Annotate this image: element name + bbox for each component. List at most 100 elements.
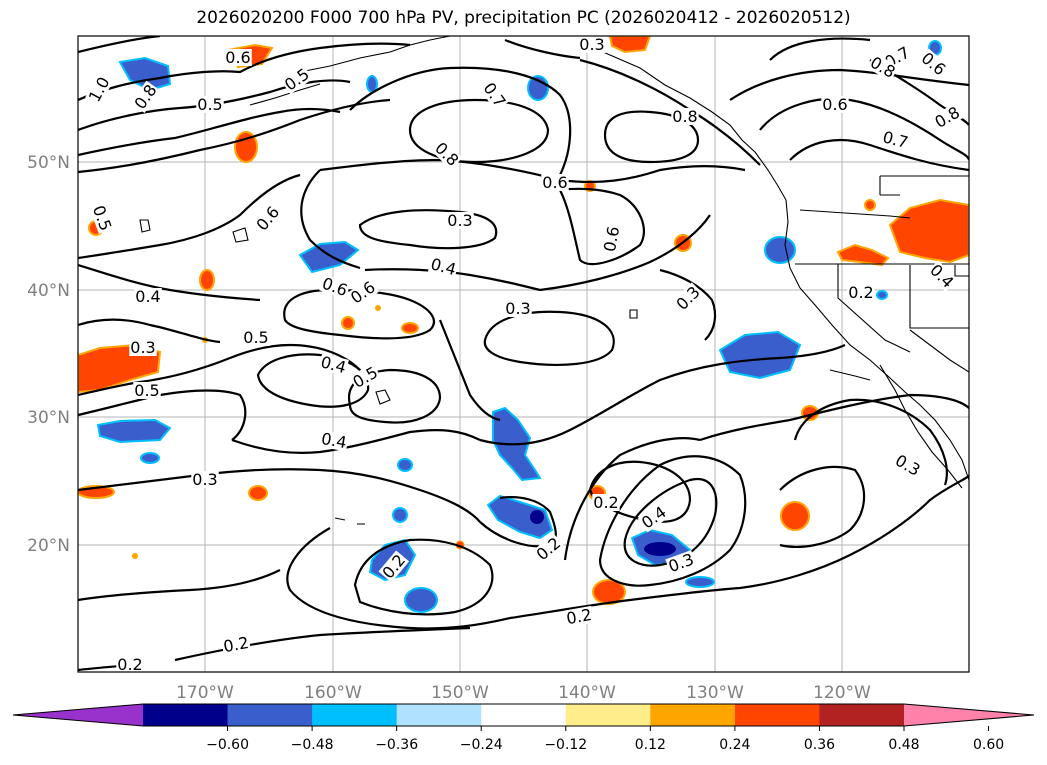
longitude-label: 130°W <box>686 683 744 703</box>
contour-label-mask <box>672 282 704 314</box>
precip-negative-area <box>685 576 715 588</box>
contour-label: 0.6 <box>542 173 567 192</box>
contour-label: 0.2 <box>848 283 873 302</box>
precip-negative-area <box>404 587 438 613</box>
precip-negative-area <box>96 418 172 444</box>
contour-label: 0.3 <box>579 35 604 54</box>
colorbar-tick-label: 0.48 <box>888 737 919 753</box>
contour-label: 0.8 <box>672 107 697 126</box>
contour-label: 0.4 <box>429 254 459 279</box>
colorbar-segment <box>819 704 905 726</box>
contour-label-mask <box>317 352 349 377</box>
contour-label: 0.5 <box>349 363 381 392</box>
colorbar-tick-label: 0.12 <box>635 737 666 753</box>
colorbar-tick-label: −0.48 <box>291 737 334 753</box>
contour-label-mask <box>427 254 459 279</box>
contour-label-mask <box>191 471 219 488</box>
colorbar-tick-label: 0.60 <box>973 737 1004 753</box>
contour-label-mask <box>637 502 670 533</box>
precip-positive-area <box>608 36 652 54</box>
contour-label-mask <box>600 224 623 255</box>
precip-shading <box>78 36 969 613</box>
contour-label-mask <box>592 494 620 511</box>
colorbar-segment <box>481 704 567 726</box>
colorbar-segment <box>565 704 651 726</box>
contour-label-mask <box>671 108 699 125</box>
contour-label: 0.4 <box>926 260 957 291</box>
latitude-labels: 50°N 40°N 30°N 20°N <box>27 153 70 556</box>
precip-positive-area <box>341 316 355 330</box>
contour-labels: 1.0 0.8 0.6 0.5 0.5 0.3 0.7 0.8 0.8 0.6 … <box>85 35 964 674</box>
contour-label-mask <box>319 274 351 300</box>
contour-label-mask <box>917 48 950 80</box>
contour-label-mask <box>578 36 606 53</box>
precip-negative-area-core <box>644 542 676 556</box>
contour-label: 0.5 <box>134 381 159 400</box>
precip-positive-area <box>78 343 162 394</box>
precip-positive-area <box>780 501 810 531</box>
contour-label: 0.7 <box>881 127 911 152</box>
contour-label-mask <box>129 339 157 356</box>
contour-label-mask <box>541 174 569 191</box>
latitude-label: 20°N <box>27 536 70 556</box>
pv-contours <box>78 36 969 672</box>
contour-label-mask <box>446 212 474 229</box>
precip-negative-area <box>876 290 888 300</box>
contour-label-mask <box>318 429 349 452</box>
contour-label-mask <box>665 550 697 576</box>
colorbar-tick-label: −0.36 <box>375 737 418 753</box>
precip-negative-area <box>298 240 360 274</box>
precip-negative-area <box>397 458 413 472</box>
contour-label-mask <box>931 103 964 132</box>
latitude-label: 40°N <box>27 281 70 301</box>
contour-label-mask <box>564 605 595 628</box>
colorbar: −0.60 −0.48 −0.36 −0.24 −0.12 0.12 0.24 0.36 0.4… <box>12 703 1035 753</box>
contour-label-mask <box>879 127 911 152</box>
contour-label: 0.7 <box>479 79 509 111</box>
colorbar-tick-label: 0.24 <box>719 737 750 753</box>
contour-label: 0.4 <box>638 502 670 532</box>
contour-label: 0.6 <box>225 48 250 67</box>
contour-label: 0.6 <box>822 95 847 114</box>
longitude-labels: 170°W 160°W 150°W 140°W 130°W 120°W <box>176 683 871 703</box>
colorbar-segment <box>143 704 229 726</box>
contour-label: 0.6 <box>600 225 623 253</box>
colorbar-segment <box>312 704 398 726</box>
precip-positive-area <box>592 579 626 605</box>
contour-label-mask <box>821 96 849 113</box>
contour-label-mask <box>349 363 382 392</box>
precip-positive-area <box>199 269 215 291</box>
latitude-label: 50°N <box>27 153 70 173</box>
contour-label-mask <box>847 284 875 301</box>
contour-label-mask <box>116 656 144 673</box>
precip-negative-area <box>392 507 408 523</box>
contour-label-mask <box>196 96 224 113</box>
contour-label-mask <box>224 49 252 66</box>
latitude-label: 30°N <box>27 408 70 428</box>
precip-negative-area <box>140 452 160 464</box>
precip-positive-area <box>248 485 268 501</box>
colorbar-tick-label: −0.24 <box>460 737 503 753</box>
contour-label-mask <box>431 138 463 170</box>
contour-label-mask <box>866 53 899 82</box>
contour-label: 0.2 <box>593 493 618 512</box>
contour-label-mask <box>891 451 924 480</box>
contour-label: 0.6 <box>918 48 950 79</box>
contour-label-mask <box>221 633 252 656</box>
contour-label-mask <box>134 288 162 305</box>
precip-negative-area <box>718 330 802 380</box>
precip-positive-area <box>132 553 138 559</box>
colorbar-outline <box>12 703 1035 727</box>
contour-label-mask <box>504 300 532 317</box>
precip-positive-area <box>888 198 969 264</box>
contour-label: 0.8 <box>931 103 963 132</box>
contour-label-mask <box>532 533 565 565</box>
precip-negative-area-core <box>530 510 544 524</box>
contour-label: 0.2 <box>565 605 593 628</box>
contour-label: 0.3 <box>892 451 924 480</box>
colorbar-segment <box>396 704 482 726</box>
contour-label: 0.5 <box>243 328 268 347</box>
contour-label: 0.4 <box>319 352 349 377</box>
longitude-label: 170°W <box>176 683 234 703</box>
